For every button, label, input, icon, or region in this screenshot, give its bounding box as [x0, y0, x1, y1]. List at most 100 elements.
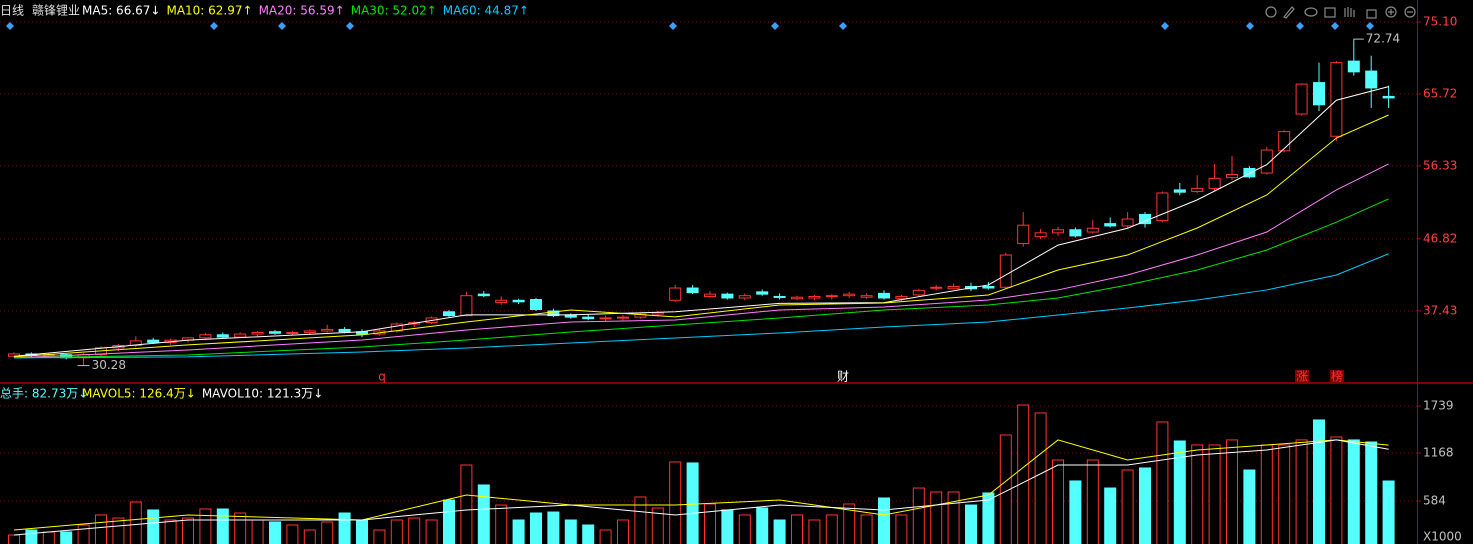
volume-bar [651, 507, 664, 544]
volume-bar [60, 531, 73, 544]
y-tick-label: 584 [1423, 494, 1446, 508]
event-diamond [1366, 22, 1374, 30]
ma-line [13, 253, 1389, 359]
toolbar [1265, 6, 1416, 19]
y-tick-label: 37.43 [1423, 303, 1457, 317]
lock-icon[interactable] [1366, 9, 1377, 19]
volume-bar [1121, 469, 1134, 544]
volume-unit: X1000 [1423, 530, 1462, 544]
volume-bar [1086, 459, 1099, 544]
zoom-in-plus [1388, 9, 1394, 15]
candle-body [982, 285, 995, 289]
candle-body [1156, 192, 1169, 222]
candle-body [1069, 229, 1082, 237]
volume-bar [1191, 444, 1204, 544]
candle-body [895, 295, 908, 300]
hand-icon[interactable] [1344, 7, 1355, 17]
candle-body [843, 293, 856, 297]
volume-bar [303, 529, 316, 544]
y-tick-label: 65.72 [1423, 86, 1457, 100]
candle-body [199, 334, 212, 339]
candle-body [495, 299, 508, 304]
event-diamond [6, 22, 14, 30]
candle-body [1313, 82, 1325, 106]
candle-body [234, 333, 247, 338]
candle-body [216, 334, 229, 338]
volume-bar [373, 529, 386, 544]
volume-bar [564, 519, 577, 544]
candle-body [912, 289, 925, 296]
candle-body [738, 295, 751, 299]
candle-body [1052, 229, 1064, 234]
y-tick-label: 56.33 [1423, 158, 1457, 172]
volume-bar [495, 504, 508, 544]
volume-bar [390, 519, 403, 544]
volume-bar [895, 514, 908, 544]
event-diamond [839, 22, 847, 30]
volume-bar [930, 491, 943, 544]
volume-bar [825, 514, 838, 544]
volume-bar [878, 497, 890, 544]
y-tick-label: 75.10 [1423, 15, 1457, 29]
candle-body [878, 292, 890, 299]
volume-bar [251, 519, 264, 544]
volume-bar [460, 464, 473, 544]
view-icon[interactable] [1304, 7, 1318, 17]
candle-body [1260, 149, 1273, 174]
legend-entry: MA60: 44.87↑ [443, 4, 529, 18]
candle-body [1243, 167, 1256, 178]
settings-icon[interactable] [1265, 6, 1277, 18]
candle-body [1104, 223, 1117, 227]
volume-bar [912, 487, 925, 544]
ma-line [13, 163, 1389, 359]
volume-bar [773, 519, 786, 544]
candle-body [930, 286, 943, 289]
zoom-out-icon[interactable] [1404, 6, 1416, 18]
volume-bar [164, 519, 177, 544]
volume-bar [669, 461, 682, 544]
legend-entry: MA10: 62.97↑ [166, 4, 252, 18]
candle-body [704, 293, 716, 297]
volume-bar [286, 524, 299, 544]
volume-bar [338, 512, 351, 544]
volume-bar [1382, 480, 1395, 544]
volume-bar [8, 534, 20, 544]
candle-body [825, 295, 838, 298]
volume-bar [1278, 444, 1291, 544]
volume-bar [199, 508, 212, 544]
event-label: q [378, 370, 386, 384]
volume-bar [216, 508, 229, 544]
volume-bar [1365, 441, 1378, 544]
volume-bar [77, 524, 90, 544]
candle-body [1173, 189, 1186, 193]
volume-bar [947, 491, 960, 544]
max-pointer [1353, 38, 1364, 41]
volume-bar [704, 503, 716, 544]
event-diamond [1331, 22, 1339, 30]
candle-body [999, 254, 1012, 288]
draw-icon[interactable] [1283, 6, 1295, 19]
volume-bar [721, 509, 734, 544]
legend-entry: MAVOL10: 121.3万↓ [202, 387, 323, 401]
event-label: 财 [837, 370, 849, 384]
max-label: 72.74 [1366, 32, 1400, 46]
volume-bar [129, 501, 142, 544]
volume-bar [182, 517, 194, 544]
event-badge [1295, 370, 1309, 383]
candle-body [251, 331, 264, 335]
event-diamond [771, 22, 779, 30]
volume-bar [599, 529, 612, 544]
candle-body [477, 293, 490, 297]
store-icon[interactable] [1324, 7, 1336, 18]
ma-line [13, 439, 1389, 536]
candle-body [599, 317, 612, 320]
volume-bar [477, 484, 490, 544]
volume-bar [1330, 436, 1343, 544]
volume-bar [982, 492, 995, 544]
zoom-in-icon[interactable] [1385, 6, 1397, 18]
event-diamond [1246, 22, 1254, 30]
volume-bar [512, 519, 525, 544]
candle-body [773, 295, 786, 298]
candle-body [617, 316, 629, 319]
